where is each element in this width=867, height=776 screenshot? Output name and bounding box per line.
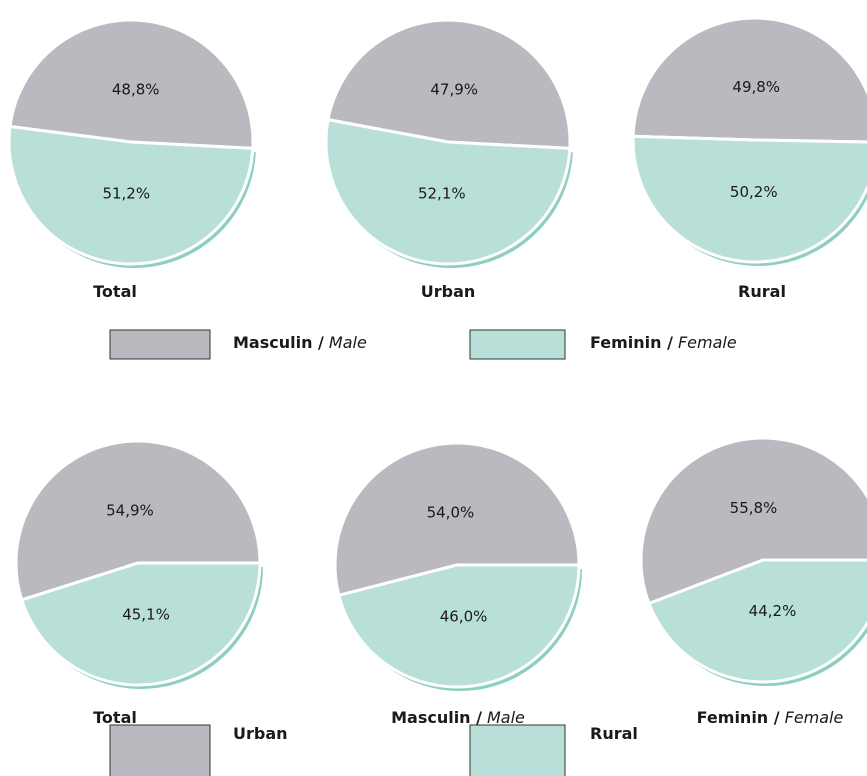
- slice: [639, 436, 867, 605]
- label-part: Total: [93, 708, 137, 727]
- slice: [324, 118, 572, 266]
- label-part: Female: [678, 333, 737, 352]
- value-label: 50,2%: [730, 183, 778, 201]
- slice: [333, 441, 581, 597]
- label-part: Female: [785, 708, 844, 727]
- label: Masculin / Male: [391, 708, 525, 727]
- slice: [326, 18, 572, 150]
- legend-swatch: [109, 329, 211, 360]
- value-label: 44,2%: [749, 602, 797, 620]
- label-part: Masculin /: [233, 333, 324, 352]
- label: Urban: [233, 724, 288, 743]
- label-part: Rural: [738, 282, 786, 301]
- label: Urban: [421, 282, 476, 301]
- label: Total: [93, 708, 137, 727]
- value-label: 55,8%: [730, 499, 778, 517]
- label-part: Male: [487, 708, 525, 727]
- label-part: Urban: [233, 724, 288, 743]
- slice: [7, 124, 255, 266]
- label-part: Rural: [590, 724, 638, 743]
- value-label: 49,8%: [732, 78, 780, 96]
- label-part: Urban: [421, 282, 476, 301]
- label: Total: [93, 282, 137, 301]
- label: Masculin / Male: [233, 333, 367, 352]
- value-label: 54,0%: [427, 503, 475, 521]
- label: Rural: [590, 724, 638, 743]
- value-label: 47,9%: [430, 80, 478, 98]
- label-part: Feminin /: [590, 333, 673, 352]
- label: Feminin / Female: [697, 708, 844, 727]
- legend-swatch: [469, 329, 566, 360]
- legend-swatch: [109, 724, 211, 776]
- label-part: Feminin /: [697, 708, 780, 727]
- label: Rural: [738, 282, 786, 301]
- slice: [20, 561, 262, 687]
- label-part: Total: [93, 282, 137, 301]
- slice: [631, 16, 867, 144]
- slice: [631, 134, 867, 264]
- value-label: 48,8%: [112, 80, 160, 98]
- value-label: 46,0%: [440, 608, 488, 626]
- value-label: 51,2%: [102, 185, 150, 203]
- value-label: 54,9%: [106, 502, 154, 520]
- slice: [8, 18, 255, 150]
- slice: [14, 439, 262, 602]
- value-label: 45,1%: [122, 605, 170, 623]
- slice: [647, 558, 867, 684]
- label: Feminin / Female: [590, 333, 737, 352]
- label-part: Male: [329, 333, 367, 352]
- slice: [337, 563, 581, 689]
- legend-swatch: [469, 724, 566, 776]
- label-part: Masculin /: [391, 708, 482, 727]
- value-label: 52,1%: [418, 185, 466, 203]
